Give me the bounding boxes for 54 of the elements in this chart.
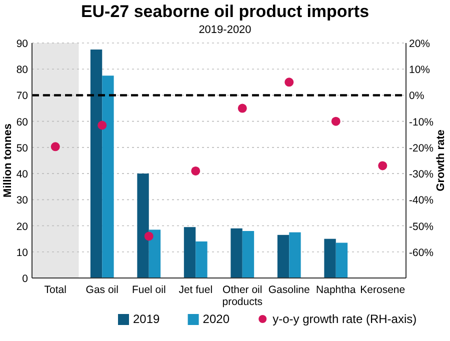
y-axis-title: Million tonnes bbox=[2, 124, 14, 198]
x-tick-label: Jet fuel bbox=[178, 284, 213, 296]
y-tick-label: 60 bbox=[16, 116, 28, 128]
bar bbox=[324, 238, 336, 278]
point bbox=[378, 161, 388, 170]
y2-tick-label: -50% bbox=[409, 220, 434, 233]
bar bbox=[137, 174, 149, 278]
y2-tick-label: 10% bbox=[409, 64, 430, 76]
bar bbox=[336, 242, 348, 278]
y2-tick-label: -20% bbox=[409, 142, 434, 154]
bar bbox=[277, 234, 290, 278]
y2-tick-label: -30% bbox=[409, 168, 434, 181]
x-tick-label: Naphtha bbox=[316, 284, 356, 296]
y-tick-label: 30 bbox=[16, 194, 28, 207]
legend-label: 2020 bbox=[202, 312, 230, 326]
point bbox=[331, 116, 340, 126]
y-tick-label: 50 bbox=[16, 142, 28, 154]
point bbox=[98, 120, 107, 130]
bar bbox=[184, 227, 196, 278]
bar bbox=[242, 231, 254, 278]
y2-tick-label: -10% bbox=[409, 116, 434, 128]
y-tick-label: 40 bbox=[16, 168, 28, 181]
bar bbox=[90, 50, 102, 278]
point bbox=[191, 166, 200, 176]
legend-label: 2019 bbox=[133, 312, 160, 326]
point bbox=[144, 232, 154, 241]
x-tick-label: Total bbox=[44, 284, 66, 296]
chart-title: EU-27 seaborne oil product imports bbox=[80, 2, 370, 21]
bar bbox=[289, 232, 301, 278]
x-tick-label: Gasoline bbox=[268, 284, 310, 296]
y-tick-label: 90 bbox=[16, 38, 28, 50]
y-tick-label: 10 bbox=[16, 246, 28, 259]
y2-axis-title: Growth rate bbox=[435, 130, 447, 192]
point bbox=[238, 104, 247, 113]
x-tick-label: Fuel oil bbox=[132, 284, 166, 296]
bar bbox=[230, 228, 242, 278]
x-tick-label: Gas oil bbox=[86, 284, 118, 296]
point bbox=[50, 142, 60, 152]
x-tick-label: Other oil products bbox=[222, 284, 263, 308]
chart-subtitle: 2019-2020 bbox=[198, 24, 252, 36]
legend-label: y-o-y growth rate (RH-axis) bbox=[272, 312, 417, 326]
y-tick-label: 20 bbox=[16, 220, 28, 233]
y2-tick-label: 0% bbox=[409, 90, 424, 102]
y2-tick-label: -40% bbox=[409, 194, 434, 207]
y2-tick-label: 20% bbox=[409, 38, 430, 50]
y-tick-label: 80 bbox=[16, 64, 28, 76]
bar bbox=[148, 230, 161, 278]
y2-tick-label: -60% bbox=[409, 246, 434, 259]
point bbox=[284, 78, 294, 87]
bar bbox=[102, 76, 114, 278]
y-tick-label: 0 bbox=[22, 273, 28, 285]
x-tick-label: Kerosene bbox=[360, 284, 406, 296]
y-tick-label: 70 bbox=[16, 90, 28, 102]
bar bbox=[196, 241, 208, 278]
